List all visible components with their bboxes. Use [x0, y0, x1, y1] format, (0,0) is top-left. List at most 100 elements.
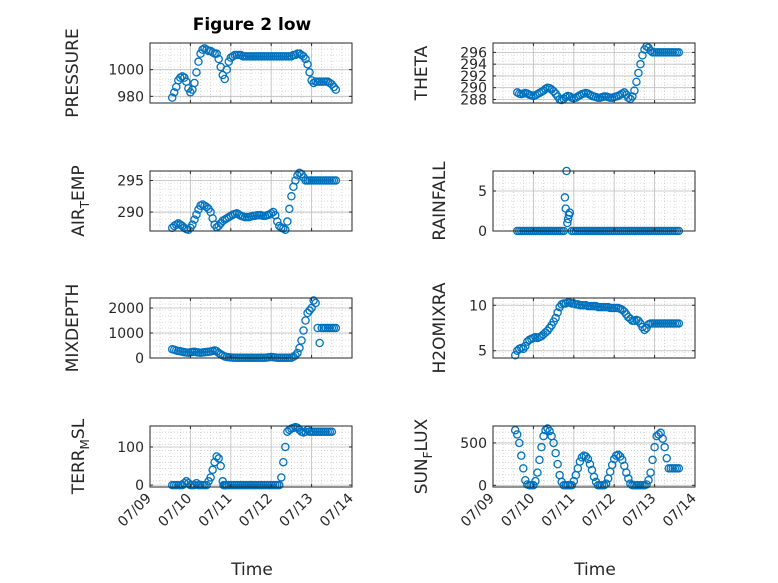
pressure-point: [214, 54, 223, 64]
air_temp-point: [287, 192, 296, 201]
pressure-point: [222, 65, 232, 74]
terr_msl-x-tick-label: 07/11: [196, 491, 236, 531]
rainfall-y-tick-label: 0: [478, 224, 487, 240]
sun_flux-axes-box: [492, 425, 696, 488]
pressure-point: [301, 54, 310, 64]
sun_flux-point: [551, 448, 560, 458]
sun_flux-point: [585, 459, 595, 469]
pressure-point: [178, 72, 187, 81]
sun_flux-point: [567, 481, 577, 490]
terr_msl-point: [206, 473, 215, 482]
air_temp-point: [202, 202, 211, 212]
air_temp-point: [188, 220, 197, 229]
mixdepth-axes-box: [149, 297, 353, 359]
sun_flux-point: [658, 434, 667, 443]
sun_flux-point: [662, 453, 671, 463]
mixdepth-point: [313, 323, 322, 333]
theta-point: [638, 51, 647, 60]
mixdepth-point: [293, 348, 302, 358]
h2omixra-point: [626, 314, 635, 324]
mixdepth-point: [331, 323, 341, 333]
pressure-point: [291, 50, 300, 60]
sun_flux-point: [660, 442, 669, 452]
sun_flux-point: [624, 474, 633, 483]
sun_flux-point: [646, 468, 655, 477]
terr_msl-y-tick-label: 100: [117, 440, 144, 456]
theta-point: [636, 59, 645, 69]
terr_msl-point: [281, 442, 290, 452]
rainfall-y-axis-label: RAINFALL: [430, 161, 450, 241]
theta-point: [674, 48, 684, 57]
air_temp-point: [285, 204, 294, 214]
figure-title: Figure 2 low: [193, 15, 312, 35]
pressure-point: [303, 60, 312, 69]
mixdepth-y-tick-label: 0: [135, 351, 144, 367]
sun_flux-point: [674, 464, 684, 473]
sun_flux-point: [577, 453, 587, 462]
theta-y-axis-label: THETA: [412, 45, 432, 101]
mixdepth-point: [291, 351, 300, 360]
sun_flux-x-tick-label: 07/11: [539, 491, 579, 531]
sun_flux-point: [529, 481, 538, 490]
terr_msl-point: [301, 427, 310, 436]
theta-y-tick-label: 296: [460, 45, 487, 61]
air_temp-y-tick-label: 295: [117, 173, 144, 189]
sun_flux-point: [583, 454, 593, 464]
rainfall-y-tick-label: 5: [478, 184, 487, 200]
air_temp-point: [291, 176, 300, 185]
terr_msl-point: [277, 473, 286, 482]
theta-point: [646, 46, 655, 55]
sun_flux-y-label-tail: LUX: [412, 418, 432, 451]
air_temp-point: [273, 217, 282, 226]
pressure-point: [218, 70, 227, 80]
mixdepth-point: [315, 338, 324, 348]
mixdepth-point: [307, 303, 316, 313]
air_temp-point: [172, 220, 181, 229]
theta-point: [549, 86, 558, 96]
terr_msl-x-tick-label: 07/14: [317, 490, 357, 530]
h2omixra-y-tick-label: 10: [469, 298, 487, 314]
theta-y-label-main: THETA: [412, 45, 432, 101]
mixdepth-point: [303, 308, 312, 318]
sun_flux-x-tick-label: 07/13: [620, 491, 660, 531]
air_temp-point: [281, 225, 290, 234]
h2omixra-point: [553, 308, 562, 317]
terr_msl-point: [327, 427, 337, 436]
sun_flux-point: [648, 455, 657, 465]
sun_flux-y-label-sub: F: [421, 451, 435, 458]
h2omixra-axes-box: [492, 297, 696, 359]
sun_flux-x-tick-label: 07/12: [579, 491, 619, 531]
theta-point: [626, 94, 635, 104]
air_temp-y-label-tail: EMP: [69, 165, 89, 201]
terr_msl-y-label-main: TERR: [69, 449, 89, 495]
sun_flux-x-tick-label: 07/10: [498, 491, 538, 531]
pressure-y-tick-label: 980: [117, 89, 144, 105]
terr_msl-x-tick-label: 07/09: [115, 491, 155, 531]
sun_flux-point: [535, 455, 544, 465]
sun_flux-point: [541, 425, 550, 435]
pressure-point: [220, 74, 229, 84]
mixdepth-point: [301, 316, 310, 325]
x-axis-label-left: Time: [230, 560, 273, 580]
air_temp-y-axis-label: AIRTEMP: [69, 165, 92, 236]
sun_flux-y-axis-label: SUNFLUX: [412, 418, 435, 494]
sun_flux-point: [545, 426, 554, 436]
air_temp-point: [184, 225, 193, 234]
theta-y-tick-label: 292: [460, 69, 487, 85]
sun_flux-point: [613, 450, 623, 460]
theta-point: [630, 86, 639, 95]
terr_msl-point: [214, 454, 223, 463]
sun_flux-point: [642, 480, 651, 489]
terr_msl-y-tick-label: 0: [135, 478, 144, 494]
air_temp-point: [331, 176, 341, 185]
air_temp-point: [190, 215, 199, 224]
terr_msl-y-label-tail: SL: [69, 418, 89, 439]
terr_msl-point: [212, 452, 221, 461]
mixdepth-point: [295, 343, 304, 353]
pressure-point: [192, 68, 201, 77]
theta-axes-box: [492, 42, 696, 104]
air_temp-axes-box: [149, 170, 353, 232]
pressure-y-tick-label: 1000: [108, 63, 144, 79]
pressure-point: [184, 84, 193, 93]
